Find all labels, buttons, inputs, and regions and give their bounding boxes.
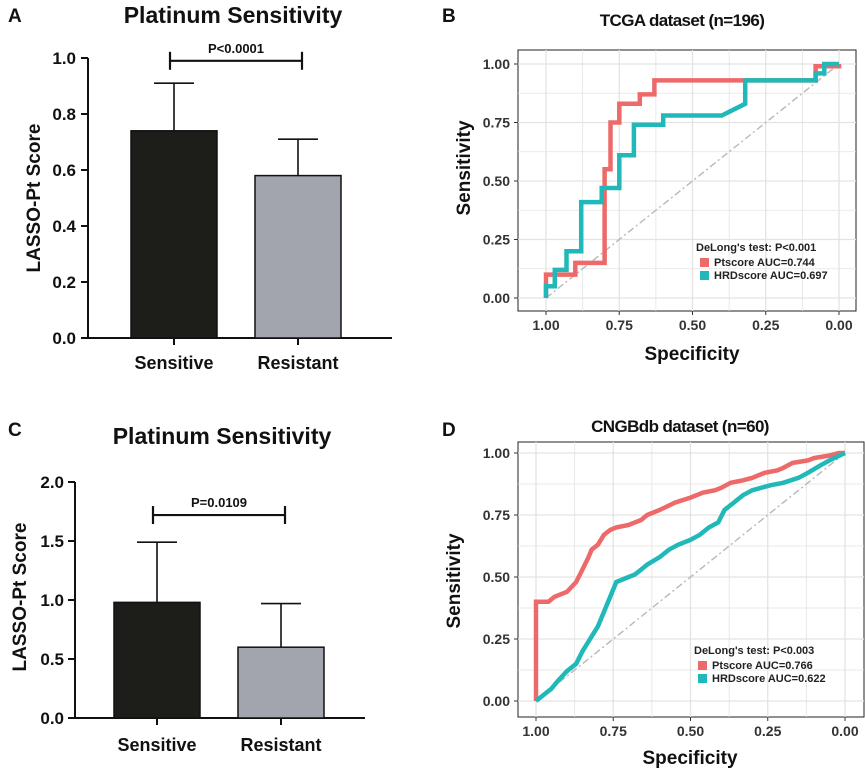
- panel-b-title: TCGA dataset (n=196): [600, 11, 765, 30]
- panel-c-y-tick-label: 2.0: [40, 473, 64, 492]
- panel-a-y-tick-label: 0.8: [52, 105, 76, 124]
- panel-c: C Platinum Sensitivity LASSO-Pt Score 0.…: [8, 420, 365, 755]
- panel-d-x-tick-label: 0.25: [754, 723, 781, 739]
- panel-c-y-tick-label: 0.0: [40, 709, 64, 728]
- panel-d-letter: D: [442, 420, 456, 441]
- panel-a-y-tick-label: 0.2: [52, 273, 76, 292]
- panel-d-x-tick-label: 0.50: [677, 723, 704, 739]
- panel-d-plot: 1.00 0.75 0.50 0.25 0.00 0.00 0.25 0.50 0.75 1.00: [483, 441, 865, 739]
- panel-a-y-tick-label: 0.6: [52, 161, 76, 180]
- panel-b-legend: Ptscore AUC=0.744 HRDscore AUC=0.697: [700, 257, 828, 282]
- panel-d-legend-ptscore-label: Ptscore AUC=0.766: [712, 660, 813, 672]
- panel-a-y-axis-title: LASSO-Pt Score: [24, 124, 45, 273]
- panel-d-y-tick-label: 1.00: [483, 445, 510, 461]
- panel-d-legend: Ptscore AUC=0.766 HRDscore AUC=0.622: [698, 660, 826, 685]
- panel-c-p-value: P=0.0109: [191, 495, 247, 510]
- panel-c-category-label: Resistant: [240, 735, 321, 755]
- panel-d-title: CNGBdb dataset (n=60): [591, 417, 769, 436]
- panel-d-delong-annotation: DeLong's test: P<0.003: [694, 645, 814, 657]
- panel-d-roc-curve-hrdscore: [534, 450, 846, 703]
- panel-a-bar-sensitive: [130, 130, 218, 339]
- panel-b: B TCGA dataset (n=196) Sensitivity Speci…: [442, 6, 857, 365]
- panel-d-y-tick-label: 0.00: [483, 693, 510, 709]
- panel-c-y-tick-label: 1.5: [40, 532, 64, 551]
- panel-b-x-tick-label: 0.25: [752, 317, 779, 333]
- panel-b-x-tick-label: 0.00: [825, 317, 852, 333]
- panel-b-x-tick-label: 0.50: [679, 317, 706, 333]
- panel-d-y-axis-title: Sensitivity: [444, 533, 465, 628]
- panel-a-category-label: Sensitive: [134, 353, 213, 373]
- panel-b-roc-curve-hrdscore: [543, 61, 839, 298]
- panel-d-x-axis-title: Specificity: [642, 748, 737, 769]
- panel-c-y-axis-title: LASSO-Pt Score: [10, 523, 31, 672]
- panel-d-x-tick-label: 0.00: [831, 723, 858, 739]
- panel-a-y-tick-label: 0.0: [52, 329, 76, 348]
- panel-b-y-tick-label: 0.00: [483, 290, 510, 306]
- panel-b-legend-hrdscore-swatch: [700, 271, 709, 280]
- panel-d-y-tick-label: 0.50: [483, 569, 510, 585]
- panel-c-y-tick-label: 0.5: [40, 650, 64, 669]
- panel-d-legend-hrdscore-label: HRDscore AUC=0.622: [712, 673, 826, 685]
- panel-d-y-tick-label: 0.25: [483, 631, 510, 647]
- panel-d-reference-diagonal: [535, 452, 846, 702]
- panel-b-y-axis-title: Sensitivity: [454, 120, 475, 215]
- panel-d-x-tick-label: 0.75: [600, 723, 627, 739]
- panel-b-x-tick-label: 0.75: [606, 317, 633, 333]
- panel-b-letter: B: [442, 6, 456, 27]
- panel-d-legend-hrdscore-swatch: [698, 674, 707, 683]
- panel-b-plot: 1.00 0.75 0.50 0.25 0.00 0.00 0.25 0.50 0.75 1.00: [483, 49, 857, 333]
- panel-d-y-tick-label: 0.75: [483, 507, 510, 523]
- panel-c-bar-resistant: [237, 646, 325, 719]
- panel-c-title: Platinum Sensitivity: [113, 423, 332, 449]
- panel-c-plot: 0.0 0.5 1.0 1.5 2.0 Sensitive Resistant P=0.010…: [40, 473, 365, 755]
- panel-b-y-tick-label: 1.00: [483, 56, 510, 72]
- panel-a-bar-resistant: [254, 174, 342, 339]
- panel-b-legend-hrdscore-label: HRDscore AUC=0.697: [714, 270, 828, 282]
- panel-c-letter: C: [8, 420, 22, 441]
- panel-b-legend-ptscore-label: Ptscore AUC=0.744: [714, 257, 816, 269]
- panel-b-delong-annotation: DeLong's test: P<0.001: [696, 242, 816, 254]
- panel-a: A Platinum Sensitivity LASSO-Pt Score 0.…: [8, 2, 392, 373]
- panel-b-y-tick-label: 0.75: [483, 115, 510, 131]
- panel-b-legend-ptscore-swatch: [700, 258, 709, 267]
- panel-b-y-tick-label: 0.25: [483, 232, 510, 248]
- panel-d-x-tick-label: 1.00: [522, 723, 549, 739]
- panel-d-roc-curve-ptscore: [533, 450, 845, 701]
- panel-a-letter: A: [8, 6, 22, 27]
- panel-c-y-tick-label: 1.0: [40, 591, 64, 610]
- panel-c-category-label: Sensitive: [117, 735, 196, 755]
- panel-a-p-value: P<0.0001: [208, 41, 264, 56]
- panel-b-x-tick-label: 1.00: [532, 317, 559, 333]
- panel-c-bar-sensitive: [113, 601, 201, 719]
- panel-a-y-tick-label: 0.4: [52, 217, 76, 236]
- panel-b-x-axis-title: Specificity: [644, 344, 739, 365]
- panel-a-title: Platinum Sensitivity: [124, 2, 343, 28]
- panel-b-y-tick-label: 0.50: [483, 173, 510, 189]
- panel-a-plot: 0.0 0.2 0.4 0.6 0.8 1.0 Sensitive Resistant P<0.…: [52, 41, 392, 373]
- panel-a-category-label: Resistant: [257, 353, 338, 373]
- panel-d: D CNGBdb dataset (n=60) Sensitivity Spec…: [442, 417, 865, 769]
- panel-b-reference-diagonal: [545, 63, 840, 299]
- panel-d-legend-ptscore-swatch: [698, 661, 707, 670]
- panel-a-y-tick-label: 1.0: [52, 49, 76, 68]
